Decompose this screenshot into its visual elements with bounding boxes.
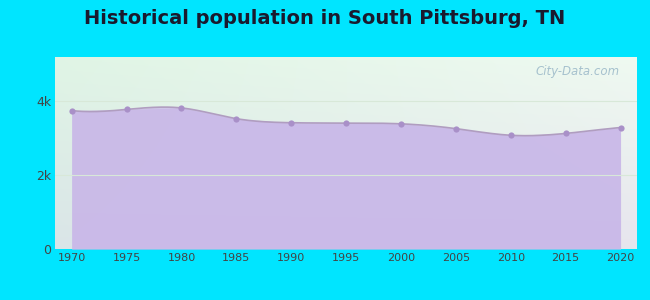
Point (560, 131, 571, 136)
Point (286, 120, 296, 125)
Point (231, 116, 242, 121)
Point (122, 107, 132, 112)
Point (506, 133, 516, 138)
Point (341, 121, 351, 125)
Point (396, 122, 406, 126)
Point (450, 126, 461, 131)
Text: City-Data.com: City-Data.com (536, 65, 619, 78)
Text: Historical population in South Pittsburg, TN: Historical population in South Pittsburg… (84, 9, 566, 28)
Point (616, 125, 626, 130)
Point (66, 108, 77, 113)
Point (176, 106, 187, 110)
